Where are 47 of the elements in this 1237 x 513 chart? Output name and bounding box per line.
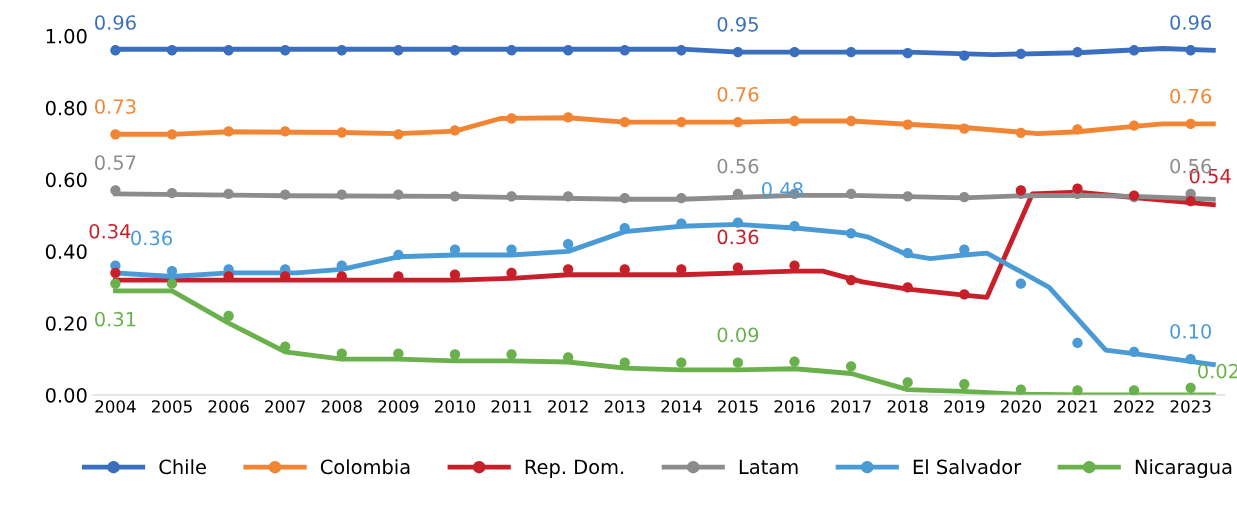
x-tick-label: 2023 (1170, 400, 1211, 413)
x-tick-label: 2020 (1000, 400, 1041, 413)
data-label: 0.09 (717, 327, 759, 343)
x-tick-label: 2015 (717, 400, 758, 413)
legend-label: Latam (739, 459, 798, 475)
data-label: 0.96 (95, 15, 136, 30)
data-label: 0.36 (717, 229, 759, 245)
x-tick-label: 2016 (774, 400, 815, 413)
x-tick-label: 2007 (265, 400, 305, 413)
legend-label: Nicaragua (1135, 459, 1232, 479)
y-tick-label: 0.60 (45, 172, 87, 188)
x-tick-label: 2022 (1114, 400, 1154, 413)
y-tick-label: 0.40 (45, 244, 87, 260)
legend-label: Colombia (320, 459, 410, 475)
data-label: 0.95 (717, 16, 758, 32)
x-tick-label: 2019 (944, 400, 985, 413)
x-tick-label: 2018 (887, 400, 928, 413)
x-tick-label: 2004 (95, 400, 136, 413)
data-label: 0.76 (717, 86, 759, 102)
x-tick-label: 2014 (661, 400, 702, 413)
legend-label: Chile (159, 459, 206, 475)
data-label: 0.31 (95, 311, 136, 327)
y-tick-label: 0.00 (45, 387, 87, 403)
x-tick-label: 2012 (548, 400, 588, 413)
x-tick-label: 2009 (378, 400, 419, 413)
data-label: 0.57 (95, 155, 136, 170)
data-label: 0.36 (131, 230, 172, 246)
x-tick-label: 2006 (208, 400, 249, 413)
data-label: 0.10 (1170, 323, 1212, 339)
legend-label: El Salvador (913, 459, 1022, 475)
x-tick-label: 2013 (604, 400, 645, 413)
x-tick-label: 2011 (491, 400, 532, 413)
data-label: 0.73 (95, 99, 136, 114)
x-tick-label: 2005 (152, 400, 192, 413)
data-label: 0.34 (89, 223, 131, 239)
y-tick-label: 1.00 (46, 28, 87, 44)
data-label: 0.56 (717, 158, 759, 174)
y-tick-label: 0.80 (45, 100, 87, 116)
x-tick-label: 2021 (1057, 400, 1098, 413)
data-label: 0.48 (762, 181, 803, 197)
data-label: 0.76 (1170, 88, 1212, 104)
legend-label: Rep. Dom. (525, 459, 624, 479)
y-tick-label: 0.20 (45, 316, 87, 331)
x-tick-label: 2017 (831, 400, 871, 413)
data-label: 0.96 (1170, 15, 1212, 30)
x-tick-label: 2010 (434, 400, 476, 413)
x-tick-label: 2008 (321, 400, 362, 413)
